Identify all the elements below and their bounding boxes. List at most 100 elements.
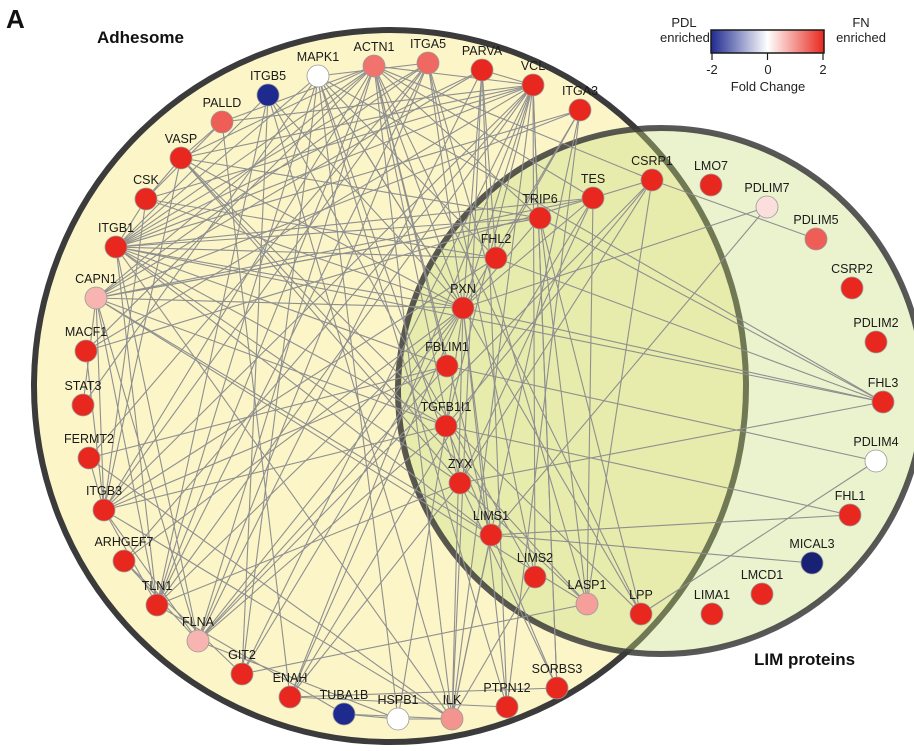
node-lmo7[interactable]: LMO7 [694,159,728,197]
node-enah[interactable]: ENAH [273,671,308,709]
node-circle[interactable] [640,168,664,192]
node-stat3[interactable]: STAT3 [64,379,102,417]
node-capn1[interactable]: CAPN1 [75,272,117,310]
node-circle[interactable] [169,146,193,170]
node-circle[interactable] [864,330,888,354]
node-circle[interactable] [416,51,440,75]
node-vcl[interactable]: VCL [521,59,545,97]
node-git2[interactable]: GIT2 [228,648,256,686]
node-itga3[interactable]: ITGA3 [562,84,598,122]
edge-actn1-vasp [180,65,375,159]
node-flna[interactable]: FLNA [182,615,215,653]
node-circle[interactable] [700,602,724,626]
node-parva[interactable]: PARVA [462,44,503,82]
node-circle[interactable] [77,446,101,470]
node-circle[interactable] [800,551,824,575]
node-circle[interactable] [871,390,895,414]
node-fhl1[interactable]: FHL1 [835,489,866,527]
node-pdlim5[interactable]: PDLIM5 [793,213,839,251]
node-circle[interactable] [581,186,605,210]
node-fermt2[interactable]: FERMT2 [64,432,114,470]
node-fblim1[interactable]: FBLIM1 [425,340,469,378]
node-circle[interactable] [210,110,234,134]
node-circle[interactable] [568,98,592,122]
node-sorbs3[interactable]: SORBS3 [532,662,583,700]
node-actn1[interactable]: ACTN1 [354,40,395,78]
node-circle[interactable] [435,354,459,378]
node-arhgef7[interactable]: ARHGEF7 [94,535,154,573]
node-circle[interactable] [104,235,128,259]
node-trip6[interactable]: TRIP6 [522,192,558,230]
node-lmcd1[interactable]: LMCD1 [741,568,783,606]
node-mical3[interactable]: MICAL3 [789,537,835,575]
node-circle[interactable] [112,549,136,573]
node-circle[interactable] [332,702,356,726]
node-pdlim4[interactable]: PDLIM4 [853,435,899,473]
node-macf1[interactable]: MACF1 [65,325,107,363]
node-circle[interactable] [440,707,464,731]
node-ptpn12[interactable]: PTPN12 [483,681,531,719]
node-pdlim2[interactable]: PDLIM2 [853,316,899,354]
node-circle[interactable] [92,498,116,522]
node-pxn[interactable]: PXN [450,282,476,320]
node-circle[interactable] [362,54,386,78]
node-ilk[interactable]: ILK [440,693,464,731]
node-tgfb1i1[interactable]: TGFB1I1 [421,400,472,438]
node-lima1[interactable]: LIMA1 [694,588,730,626]
node-circle[interactable] [84,286,108,310]
node-itgb3[interactable]: ITGB3 [86,484,122,522]
node-circle[interactable] [840,276,864,300]
node-tln1[interactable]: TLN1 [142,579,173,617]
node-circle[interactable] [470,58,494,82]
node-csrp1[interactable]: CSRP1 [631,154,673,192]
node-circle[interactable] [629,602,653,626]
node-circle[interactable] [386,707,410,731]
node-circle[interactable] [864,449,888,473]
node-circle[interactable] [495,695,519,719]
node-hspb1[interactable]: HSPB1 [378,693,419,731]
node-mapk1[interactable]: MAPK1 [297,50,339,88]
node-tuba1b[interactable]: TUBA1B [320,688,369,726]
node-pdlim7[interactable]: PDLIM7 [744,181,790,219]
node-circle[interactable] [230,662,254,686]
node-circle[interactable] [523,565,547,589]
node-circle[interactable] [545,676,569,700]
node-circle[interactable] [750,582,774,606]
node-fhl2[interactable]: FHL2 [481,232,512,270]
node-circle[interactable] [278,685,302,709]
node-csk[interactable]: CSK [133,173,160,211]
node-circle[interactable] [145,593,169,617]
node-itgb5[interactable]: ITGB5 [250,69,286,107]
node-circle[interactable] [434,414,458,438]
node-palld[interactable]: PALLD [203,96,242,134]
node-circle[interactable] [575,592,599,616]
node-lims2[interactable]: LIMS2 [517,551,553,589]
node-circle[interactable] [448,471,472,495]
node-circle[interactable] [479,523,503,547]
node-circle[interactable] [256,83,280,107]
node-fhl3[interactable]: FHL3 [868,376,899,414]
node-circle[interactable] [306,64,330,88]
node-circle[interactable] [838,503,862,527]
node-vasp[interactable]: VASP [165,132,197,170]
node-circle[interactable] [528,206,552,230]
node-lpp[interactable]: LPP [629,588,653,626]
node-itga5[interactable]: ITGA5 [410,37,446,75]
node-itgb1[interactable]: ITGB1 [98,221,134,259]
node-zyx[interactable]: ZYX [448,457,473,495]
edge-vcl-enah [289,84,534,698]
node-circle[interactable] [451,296,475,320]
node-lasp1[interactable]: LASP1 [568,578,607,616]
node-circle[interactable] [134,187,158,211]
node-circle[interactable] [699,173,723,197]
node-circle[interactable] [74,339,98,363]
node-circle[interactable] [521,73,545,97]
node-circle[interactable] [186,629,210,653]
node-tes[interactable]: TES [581,172,605,210]
node-circle[interactable] [484,246,508,270]
node-circle[interactable] [804,227,828,251]
node-circle[interactable] [71,393,95,417]
node-csrp2[interactable]: CSRP2 [831,262,873,300]
node-lims1[interactable]: LIMS1 [473,509,509,547]
node-circle[interactable] [755,195,779,219]
